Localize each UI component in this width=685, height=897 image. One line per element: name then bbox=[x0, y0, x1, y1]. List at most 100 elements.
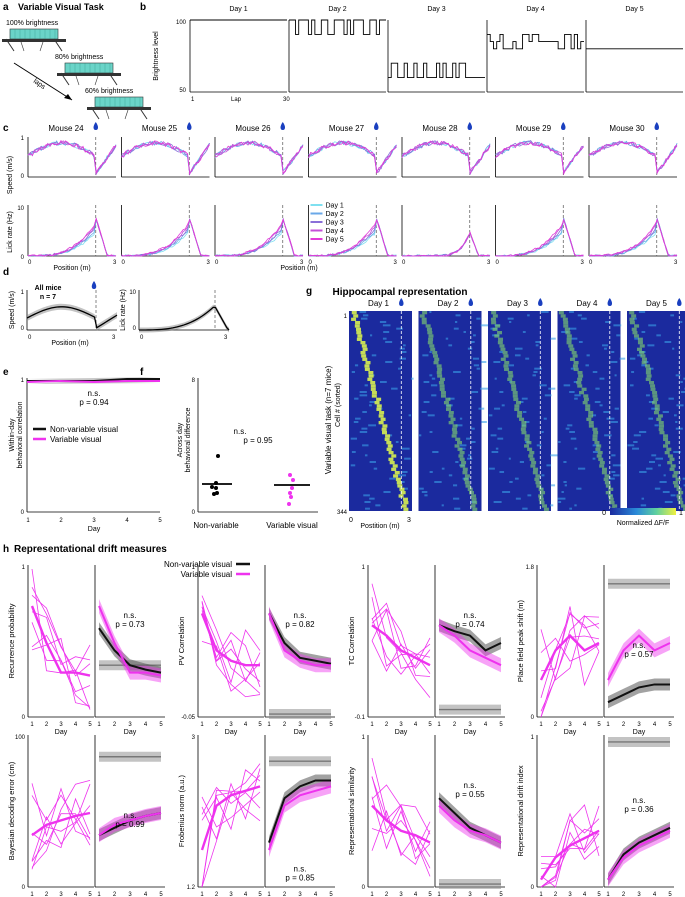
heat-diagonal bbox=[533, 467, 539, 471]
heat-diagonal bbox=[670, 464, 676, 468]
h-xlabel: Day bbox=[633, 729, 646, 736]
heat-diagonal bbox=[538, 487, 544, 491]
heat-speck bbox=[454, 321, 458, 323]
ns-label: n.s. bbox=[633, 641, 646, 650]
h-nonvariable-mean bbox=[268, 779, 331, 843]
heat-speck bbox=[532, 374, 536, 377]
h-mouse-line bbox=[371, 640, 431, 672]
tick: 1 bbox=[267, 722, 271, 728]
water-drop-icon bbox=[374, 122, 379, 130]
heat-diagonal bbox=[458, 454, 464, 458]
tick: 0 bbox=[21, 510, 25, 516]
data-point bbox=[287, 502, 291, 506]
heat-speck bbox=[577, 467, 586, 470]
heat-speck bbox=[592, 457, 596, 460]
heat-speck bbox=[454, 507, 461, 510]
heat-diagonal bbox=[421, 317, 427, 321]
lick-line-day5 bbox=[214, 217, 304, 257]
heat-speck bbox=[490, 434, 497, 437]
heat-speck bbox=[519, 401, 524, 403]
tick: 2 bbox=[283, 892, 287, 897]
heat-speck bbox=[468, 454, 472, 457]
tick: 3 bbox=[298, 892, 302, 897]
g-ylabel-sub: Cell # (sorted) bbox=[335, 383, 342, 427]
h-mouse-line bbox=[540, 830, 600, 888]
mouse-title: Mouse 30 bbox=[609, 124, 645, 133]
heat-speck bbox=[683, 484, 685, 487]
heat-diagonal bbox=[577, 384, 583, 388]
heat-diagonal bbox=[360, 351, 366, 355]
tick: 4 bbox=[653, 892, 657, 897]
colorbar bbox=[610, 508, 676, 515]
heat-diagonal bbox=[683, 507, 685, 511]
tick: 0 bbox=[602, 510, 606, 517]
speed-line-day3 bbox=[308, 140, 397, 172]
heat-diagonal bbox=[500, 357, 506, 361]
tick: 100 bbox=[15, 735, 26, 741]
heat-diagonal bbox=[399, 487, 405, 491]
heat-diagonal bbox=[460, 464, 466, 468]
heat-diagonal bbox=[676, 494, 682, 498]
heat-diagonal bbox=[395, 477, 401, 481]
tick: 4 bbox=[583, 892, 587, 897]
heat-speck bbox=[541, 311, 549, 313]
tick: 1 bbox=[97, 722, 101, 728]
speed-line-day5 bbox=[214, 141, 304, 175]
h-xlabel: Day bbox=[225, 729, 238, 736]
water-drop-icon bbox=[399, 298, 404, 306]
heat-diagonal bbox=[583, 397, 589, 401]
heat-diagonal bbox=[471, 497, 477, 501]
heat-speck bbox=[355, 417, 361, 420]
heat-speck bbox=[595, 387, 600, 390]
mouse-title: Mouse 28 bbox=[422, 124, 458, 133]
p-value: p = 0.55 bbox=[455, 790, 485, 799]
heat-speck bbox=[508, 364, 514, 367]
heat-speck bbox=[455, 424, 463, 427]
heat-diagonal bbox=[633, 334, 639, 338]
h-mouse-line bbox=[371, 608, 431, 669]
heat-diagonal bbox=[368, 371, 374, 375]
heat-speck bbox=[432, 451, 439, 453]
heat-speck bbox=[455, 461, 459, 463]
heat-diagonal bbox=[430, 347, 436, 351]
lick-line-day1 bbox=[121, 219, 210, 257]
h-xlabel: Day bbox=[395, 729, 408, 736]
heat-diagonal bbox=[362, 347, 368, 351]
heat-speck bbox=[363, 494, 370, 497]
heat-speck bbox=[543, 417, 547, 420]
heat-speck bbox=[368, 424, 377, 427]
heat-diagonal bbox=[428, 337, 434, 341]
tick: 5 bbox=[159, 722, 163, 728]
heat-speck bbox=[401, 447, 410, 450]
heat-speck bbox=[550, 484, 556, 487]
heat-diagonal bbox=[380, 417, 386, 421]
heat-speck bbox=[563, 461, 567, 463]
panel-letter: a bbox=[3, 2, 9, 13]
heat-diagonal bbox=[472, 507, 478, 511]
tick: 1 bbox=[97, 892, 101, 897]
heat-diagonal bbox=[654, 404, 660, 408]
heat-speck bbox=[470, 341, 475, 343]
heat-speck bbox=[592, 451, 599, 453]
heat-speck bbox=[654, 487, 661, 490]
tick: 5 bbox=[428, 892, 432, 897]
heat-diagonal bbox=[672, 481, 678, 485]
heat-speck bbox=[648, 401, 655, 403]
heat-speck bbox=[369, 461, 376, 463]
tick: 0 bbox=[133, 326, 137, 332]
heat-speck bbox=[574, 504, 577, 507]
brightness-label: 100% brightness bbox=[6, 20, 59, 27]
lick-line-day2 bbox=[401, 232, 491, 257]
heat-diagonal bbox=[646, 374, 652, 378]
heat-diagonal bbox=[604, 474, 610, 478]
heat-diagonal bbox=[583, 394, 589, 398]
heat-speck bbox=[391, 387, 398, 390]
heat-speck bbox=[641, 364, 647, 367]
brightness-label: 80% brightness bbox=[55, 54, 104, 61]
legend-label: Day 5 bbox=[326, 237, 344, 244]
heat-speck bbox=[527, 314, 530, 317]
heat-diagonal bbox=[536, 484, 542, 488]
tick: 1.8 bbox=[526, 565, 535, 571]
h-mouse-line bbox=[31, 794, 91, 846]
heat-speck bbox=[448, 474, 453, 477]
